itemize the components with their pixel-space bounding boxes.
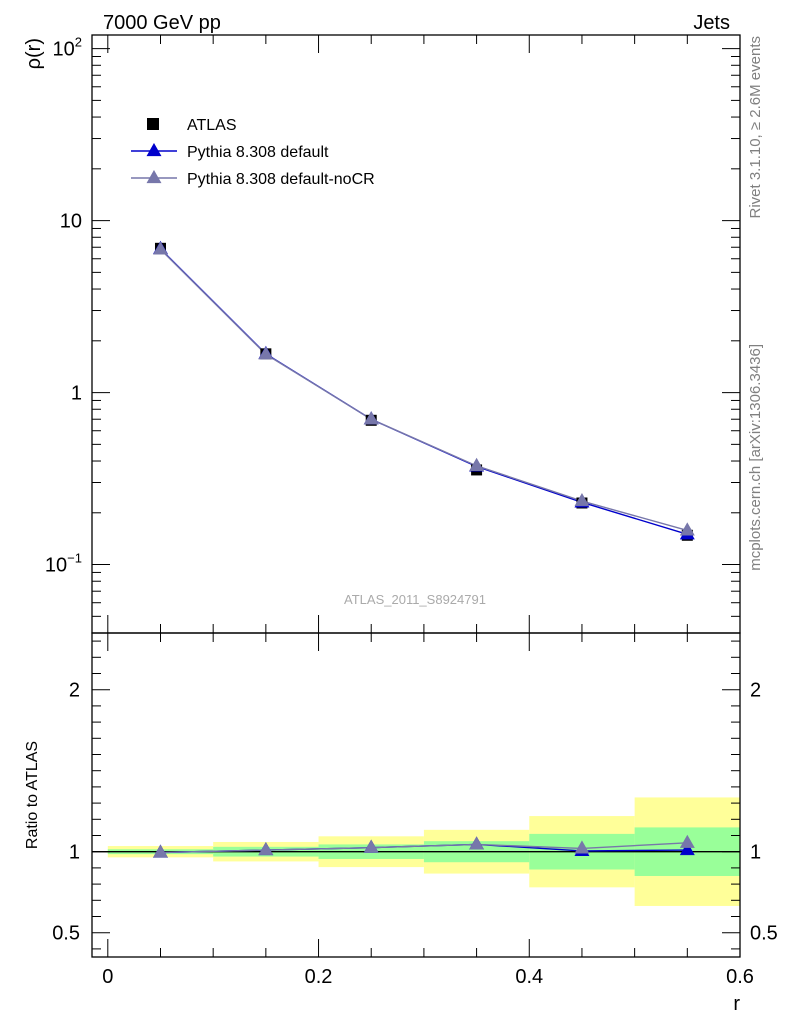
analysis-watermark: ATLAS_2011_S8924791 xyxy=(344,592,486,607)
ratio-nocr-point xyxy=(258,842,274,856)
legend: ATLAS Pythia 8.308 default Pythia 8.308 de… xyxy=(131,117,375,188)
upper-y-tick-base: 10 xyxy=(45,555,67,577)
upper-y-tick-exponent: 2 xyxy=(75,35,82,50)
nocr-point xyxy=(679,522,695,536)
upper-y-tick-label: 102 xyxy=(53,35,82,61)
ratio-y-axis-label: Ratio to ATLAS xyxy=(24,741,41,849)
ratio-frame xyxy=(91,632,741,958)
ratio-nocr-point xyxy=(574,840,590,854)
legend-label-data: ATLAS xyxy=(187,117,237,134)
nocr-point xyxy=(258,346,274,360)
ratio-y-tick-label-right: 1 xyxy=(750,842,761,864)
ratio-nocr-point xyxy=(153,844,168,858)
header-left-label: 7000 GeV pp xyxy=(103,12,221,34)
nocr-line xyxy=(159,248,688,532)
upper-y-tick-base: 10 xyxy=(53,39,75,61)
nocr-point xyxy=(153,241,168,255)
x-tick-label: 0.6 xyxy=(726,966,754,988)
x-tick-label: 0.2 xyxy=(305,966,333,988)
upper-y-tick-label: 1 xyxy=(71,383,82,405)
ratio-nocr-point xyxy=(363,839,379,853)
ratio-y-tick-label: 2 xyxy=(69,680,80,702)
ratio-y-tick-label: 1 xyxy=(69,842,80,864)
ratio-y-tick-label-right: 2 xyxy=(750,680,761,702)
legend-marker-nocr xyxy=(146,169,162,184)
upper-y-tick-exponent: −1 xyxy=(67,551,82,566)
legend-label-nocr: Pythia 8.308 default-noCR xyxy=(187,171,375,188)
header-right-label: Jets xyxy=(693,12,730,34)
rivet-label: Rivet 3.1.10, ≥ 2.6M events xyxy=(747,36,764,219)
ratio-panel: 0.5 0.5 1 1 2 2 0 0.2 0.4 0.6 r Ratio to ATLAS xyxy=(24,632,778,1015)
nocr-point xyxy=(363,411,379,425)
legend-marker-atlas xyxy=(147,118,159,130)
legend-marker-default xyxy=(146,142,162,157)
ratio-y-tick-label-right: 0.5 xyxy=(750,923,778,945)
upper-y-tick-label: 10−1 xyxy=(45,551,82,577)
default-line xyxy=(159,248,688,535)
ratio-nocr-line xyxy=(160,842,688,854)
upper-y-tick-label: 10 xyxy=(60,211,82,233)
upper-y-axis-label: ρ(r) xyxy=(23,38,45,69)
nocr-point xyxy=(469,457,485,471)
source-label: mcplots.cern.ch [arXiv:1306.3436] xyxy=(747,344,764,571)
ratio-nocr-point xyxy=(469,836,485,850)
ratio-default-point xyxy=(679,842,695,856)
legend-label-default: Pythia 8.308 default xyxy=(187,144,329,161)
x-axis-label: r xyxy=(733,993,740,1015)
x-tick-label: 0 xyxy=(102,966,113,988)
nocr-point xyxy=(574,493,590,507)
ratio-y-tick-label: 0.5 xyxy=(52,923,80,945)
ratio-nocr-point xyxy=(679,834,695,848)
x-tick-label: 0.4 xyxy=(515,966,543,988)
